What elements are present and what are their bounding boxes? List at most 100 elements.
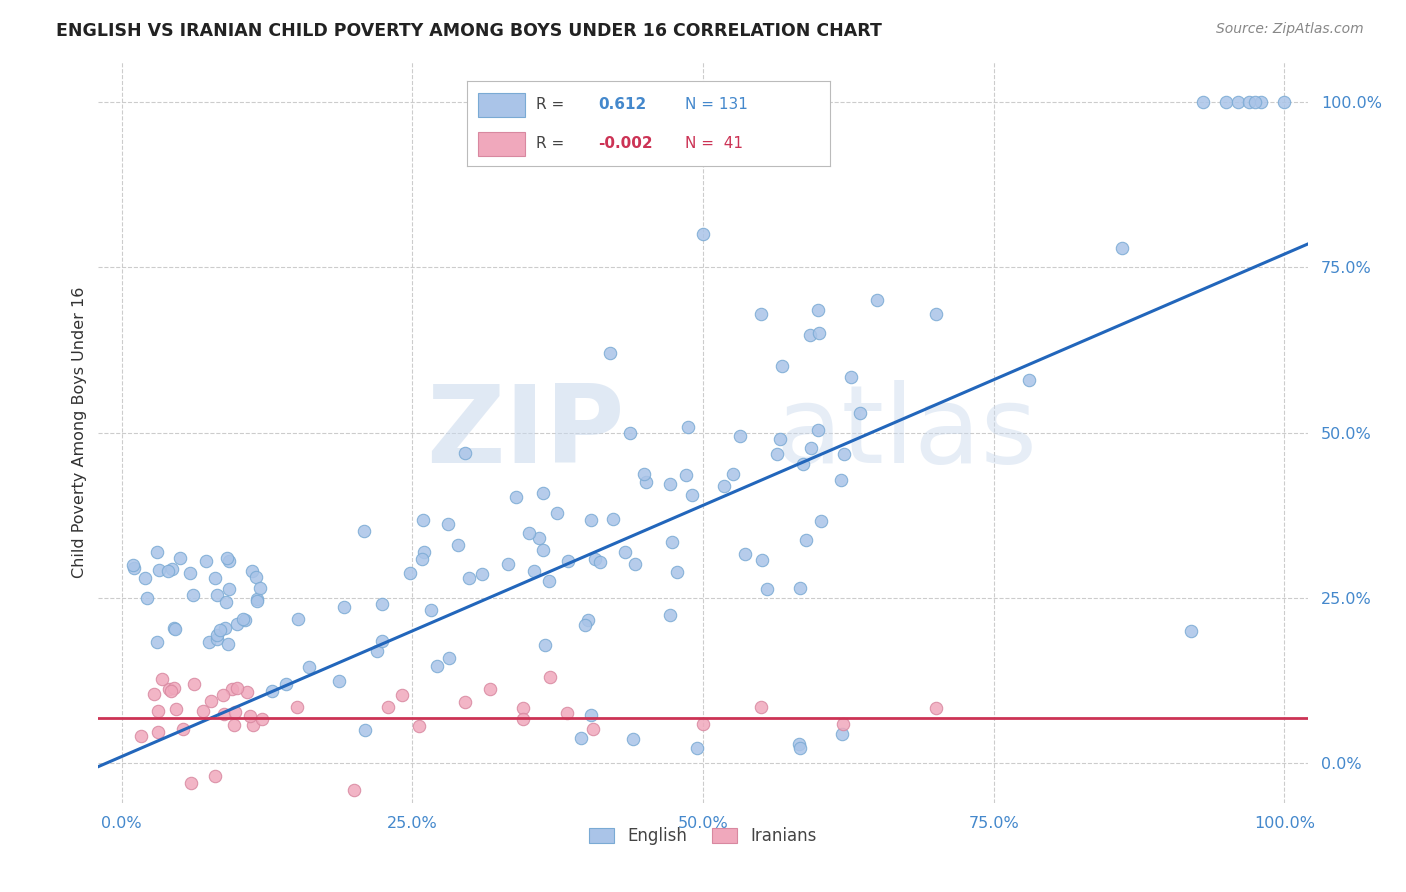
Point — [298, 660, 321, 674]
Point — [794, 533, 817, 548]
Point — [527, 532, 550, 546]
Point — [211, 688, 233, 702]
Point — [848, 406, 870, 420]
Point — [1018, 373, 1040, 387]
Point — [675, 468, 697, 483]
Point — [624, 557, 647, 571]
Point — [169, 551, 191, 566]
Point — [391, 688, 413, 702]
Point — [163, 681, 186, 695]
Point — [787, 737, 810, 751]
Point — [808, 326, 831, 341]
Point — [172, 722, 194, 736]
Point — [145, 544, 167, 558]
Point — [839, 370, 862, 384]
Point — [1192, 95, 1215, 109]
Point — [512, 712, 534, 726]
Point — [447, 538, 470, 552]
Point — [832, 447, 855, 461]
Point — [1226, 95, 1249, 109]
Point — [215, 594, 238, 608]
Point — [371, 598, 394, 612]
Point — [692, 227, 714, 242]
Point — [183, 676, 205, 690]
Y-axis label: Child Poverty Among Boys Under 16: Child Poverty Among Boys Under 16 — [72, 287, 87, 578]
Point — [505, 490, 527, 504]
Point — [555, 706, 578, 720]
Point — [531, 543, 554, 558]
Point — [232, 612, 254, 626]
Point — [218, 554, 240, 568]
Point — [260, 684, 283, 698]
Point — [665, 566, 688, 580]
Point — [574, 618, 596, 632]
Point — [613, 545, 636, 559]
Point — [537, 574, 560, 588]
Point — [224, 705, 246, 719]
Point — [557, 554, 579, 568]
Point — [371, 634, 394, 648]
Point — [734, 547, 756, 561]
Point — [225, 616, 247, 631]
Point — [721, 467, 744, 482]
Point — [165, 701, 187, 715]
Point — [538, 670, 561, 684]
Point — [135, 591, 157, 605]
Point — [366, 644, 388, 658]
Point — [221, 682, 243, 697]
Point — [328, 673, 350, 688]
Point — [233, 613, 256, 627]
Point — [148, 705, 170, 719]
Point — [800, 442, 823, 456]
Point — [224, 718, 246, 732]
Point — [581, 513, 603, 527]
Point — [807, 423, 830, 437]
Point — [454, 446, 477, 460]
Point — [134, 571, 156, 585]
Point — [685, 741, 707, 756]
Point — [1272, 95, 1295, 109]
Point — [1239, 95, 1261, 109]
Point — [471, 567, 494, 582]
Point — [146, 725, 169, 739]
Point — [692, 717, 714, 731]
Point — [239, 709, 262, 723]
Point — [924, 307, 946, 321]
Point — [659, 477, 682, 491]
Point — [249, 581, 271, 595]
Point — [236, 685, 259, 699]
Point — [200, 694, 222, 708]
Point — [755, 582, 778, 596]
Point — [583, 552, 606, 566]
Point — [150, 673, 173, 687]
Point — [242, 718, 264, 732]
Point — [810, 514, 832, 528]
Point — [496, 558, 519, 572]
Point — [1180, 624, 1202, 638]
Point — [353, 723, 375, 737]
Text: ZIP: ZIP — [426, 380, 624, 485]
Point — [621, 732, 644, 747]
Point — [634, 475, 657, 490]
Point — [766, 447, 789, 461]
Point — [602, 511, 624, 525]
Point — [157, 565, 180, 579]
Point — [274, 677, 297, 691]
Point — [250, 712, 273, 726]
Text: Source: ZipAtlas.com: Source: ZipAtlas.com — [1216, 22, 1364, 37]
Point — [142, 687, 165, 701]
Point — [768, 433, 790, 447]
Point — [523, 564, 546, 578]
Point — [582, 722, 605, 736]
Point — [420, 603, 443, 617]
Point — [728, 428, 751, 442]
Point — [924, 701, 946, 715]
Point — [713, 479, 735, 493]
Point — [246, 591, 269, 606]
Point — [146, 634, 169, 648]
Point — [214, 621, 236, 635]
Point — [285, 699, 308, 714]
Point — [287, 612, 309, 626]
Point — [399, 566, 422, 580]
Point — [160, 562, 183, 576]
